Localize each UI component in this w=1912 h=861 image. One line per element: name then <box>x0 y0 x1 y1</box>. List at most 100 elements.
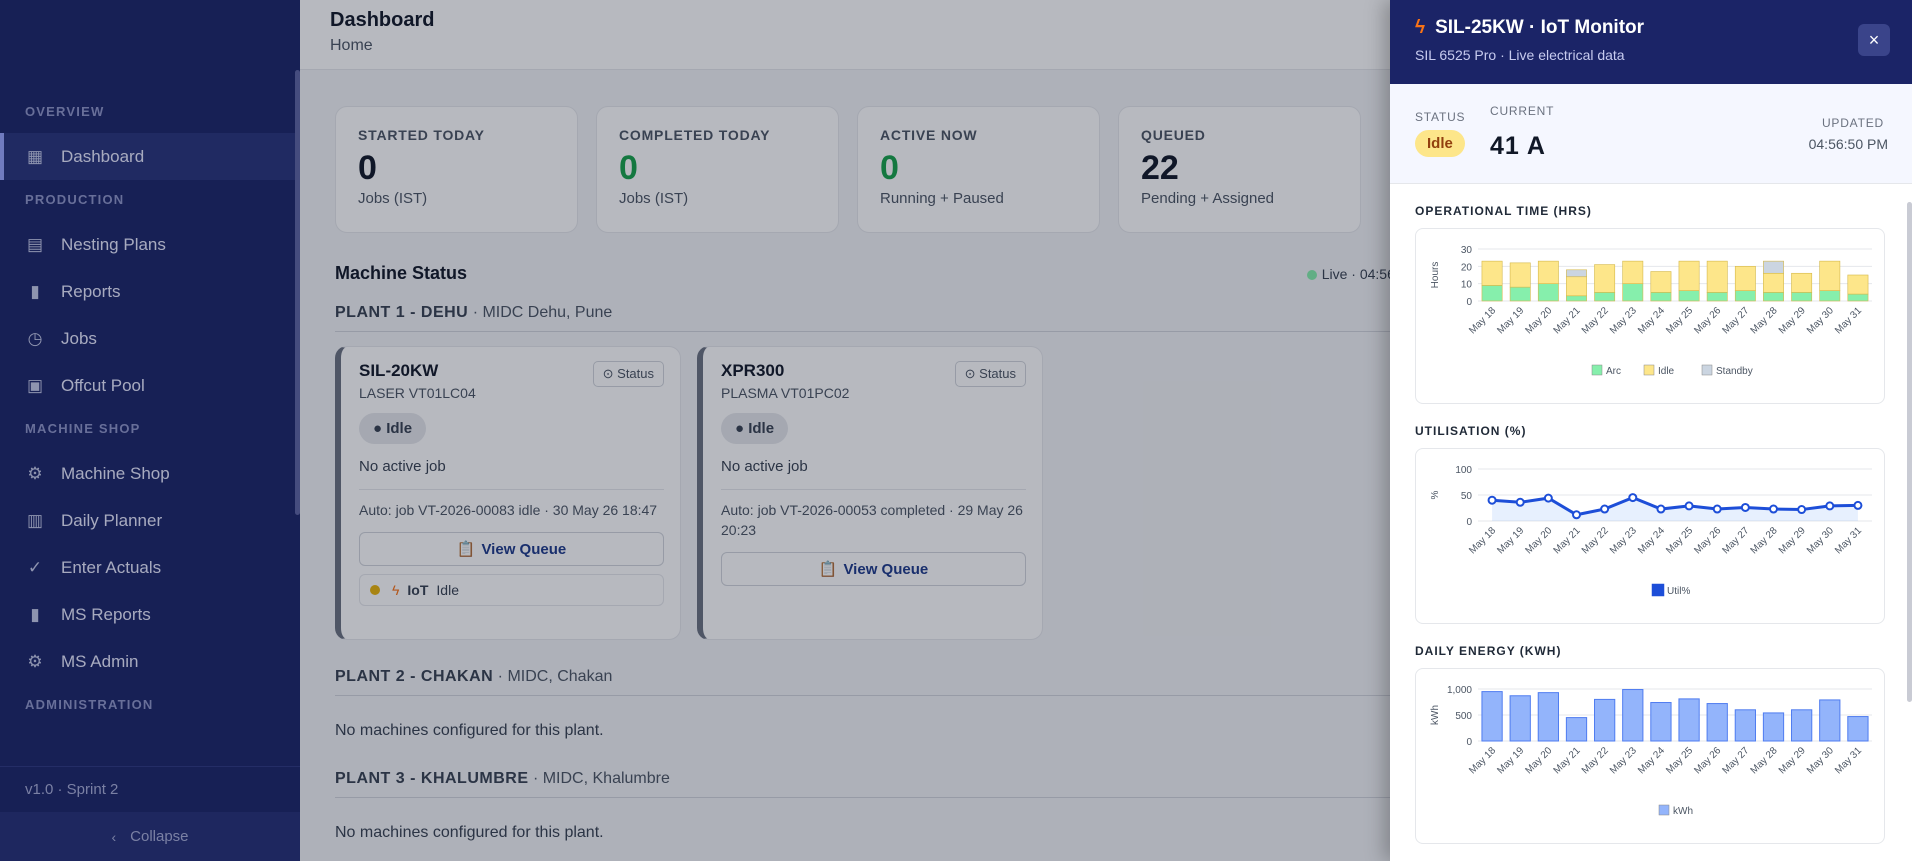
operational-time-title: OPERATIONAL TIME (HRS) <box>1415 204 1592 218</box>
bar-idle <box>1537 260 1559 284</box>
x-tick-label: May 18 <box>1467 745 1498 776</box>
status-button[interactable]: ⊙ Status <box>592 361 664 387</box>
x-tick-label: May 24 <box>1636 305 1667 336</box>
bar-idle <box>1622 260 1644 284</box>
sidebar: OVERVIEW ▦ Dashboard PRODUCTION ▤ Nesting Pla… <box>0 0 300 861</box>
sidebar-item-label: Jobs <box>61 328 97 348</box>
page-title: Dashboard <box>330 9 435 31</box>
iot-status[interactable]: ϟ IoT Idle <box>359 574 664 606</box>
x-tick-label: May 18 <box>1467 525 1498 556</box>
status-button[interactable]: ⊙ Status <box>954 361 1026 387</box>
data-point <box>1600 504 1610 514</box>
stat-label: ACTIVE NOW <box>880 127 978 143</box>
status-badge: Idle <box>1415 130 1465 157</box>
series-area <box>1492 497 1858 521</box>
x-tick-label: May 21 <box>1552 305 1583 336</box>
x-tick-label: May 29 <box>1777 525 1808 556</box>
current-label: CURRENT <box>1490 104 1555 118</box>
data-point <box>1487 495 1497 505</box>
sidebar-section-title: MACHINE SHOP <box>25 421 141 436</box>
bar-standby <box>1566 269 1587 278</box>
sidebar-item-daily-planner[interactable]: ▥ Daily Planner <box>0 497 300 544</box>
sidebar-item-label: Daily Planner <box>61 510 163 530</box>
collapse-button[interactable]: ‹ Collapse <box>0 812 300 861</box>
bar-kwh <box>1509 695 1531 742</box>
bar-arc <box>1763 292 1784 302</box>
sidebar-item-offcut-pool[interactable]: ▣ Offcut Pool <box>0 362 300 409</box>
machine-type: PLASMA VT01PC02 <box>721 385 850 401</box>
x-tick-label: May 27 <box>1721 525 1752 556</box>
bar-idle <box>1594 264 1616 293</box>
sidebar-item-enter-actuals[interactable]: ✓ Enter Actuals <box>0 544 300 591</box>
legend-swatch <box>1643 364 1655 376</box>
check-icon: ✓ <box>27 557 43 577</box>
sidebar-item-ms-reports[interactable]: ▮ MS Reports <box>0 591 300 638</box>
stat-value: 0 <box>619 149 638 187</box>
sidebar-item-label: Dashboard <box>61 146 145 166</box>
y-axis-label: % <box>1430 490 1441 499</box>
machine-cards: SIL-20KW LASER VT01LC04 ⊙ Status ● Idle … <box>335 346 1877 640</box>
modal-backdrop[interactable] <box>0 0 1390 861</box>
empty-plant-text: No machines configured for this plant. <box>335 824 604 841</box>
sidebar-section-title: ADMINISTRATION <box>25 697 154 712</box>
data-point <box>1769 504 1778 514</box>
x-tick-label: May 30 <box>1805 305 1836 336</box>
x-tick-label: May 31 <box>1833 745 1864 776</box>
x-tick-label: May 20 <box>1524 305 1555 336</box>
bar-idle <box>1566 276 1587 297</box>
close-button[interactable]: × <box>1858 24 1890 56</box>
sidebar-item-label: Machine Shop <box>61 463 170 483</box>
x-tick-label: May 26 <box>1692 745 1723 776</box>
sidebar-item-reports[interactable]: ▮ Reports <box>0 268 300 315</box>
machine-card: SIL-20KW LASER VT01LC04 ⊙ Status ● Idle … <box>335 346 681 640</box>
stat-value: 0 <box>358 149 377 187</box>
box-icon: ▣ <box>26 375 44 395</box>
bar-standby <box>1763 260 1784 274</box>
x-tick-label: May 21 <box>1552 745 1583 776</box>
bar-idle <box>1763 272 1784 293</box>
sidebar-item-machine-shop[interactable]: ⚙ Machine Shop <box>0 450 300 497</box>
sidebar-item-jobs[interactable]: ◷ Jobs <box>0 315 300 362</box>
x-tick-label: May 24 <box>1636 745 1667 776</box>
machine-name: SIL-20KW <box>359 361 439 380</box>
bar-kwh <box>1847 716 1869 742</box>
stat-subtitle: Running + Paused <box>880 190 1004 207</box>
data-point <box>1853 500 1863 510</box>
sidebar-item-nesting-plans[interactable]: ▤ Nesting Plans <box>0 221 300 268</box>
sidebar-item-label: Reports <box>61 281 121 301</box>
sidebar-item-ms-admin[interactable]: ⚙ MS Admin <box>0 638 300 685</box>
bar-chart-icon: ▮ <box>30 281 40 301</box>
breadcrumb[interactable]: Home <box>330 37 373 54</box>
sidebar-item-dashboard[interactable]: ▦ Dashboard <box>0 133 300 180</box>
machine-status-title: Machine Status <box>335 263 468 283</box>
bar-idle <box>1791 272 1813 293</box>
bar-kwh <box>1762 712 1785 742</box>
x-tick-label: May 31 <box>1833 305 1864 336</box>
chevron-left-icon: ‹ <box>111 828 117 845</box>
status-dot <box>370 585 380 595</box>
data-point <box>1825 501 1835 511</box>
panel-scrollbar[interactable] <box>1907 202 1912 702</box>
x-tick-label: May 28 <box>1749 745 1780 776</box>
job-text: No active job <box>721 458 808 475</box>
view-queue-button[interactable]: 📋 View Queue <box>721 552 1026 586</box>
stat-subtitle: Jobs (IST) <box>358 190 428 207</box>
y-tick-label: 20 <box>1461 262 1473 273</box>
sidebar-section-title: PRODUCTION <box>25 192 125 207</box>
data-point <box>1515 497 1525 507</box>
legend-label: Util% <box>1667 586 1690 597</box>
x-tick-label: May 26 <box>1692 525 1723 556</box>
data-point <box>1740 502 1750 512</box>
bar-kwh <box>1791 709 1813 742</box>
plant-header: PLANT 2 - CHAKAN · MIDC, Chakan <box>335 668 1435 696</box>
collapse-label: Collapse <box>130 828 189 845</box>
clipboard-icon: 📋 <box>818 561 838 578</box>
x-tick-label: May 30 <box>1805 525 1836 556</box>
view-queue-button[interactable]: 📋 View Queue <box>359 532 664 566</box>
bar-kwh <box>1706 703 1728 742</box>
data-point <box>1656 504 1666 514</box>
bar-kwh <box>1650 702 1672 742</box>
clock-icon: ◷ <box>27 328 43 348</box>
document-icon: ▤ <box>26 234 44 254</box>
sidebar-scrollbar[interactable] <box>295 70 300 515</box>
